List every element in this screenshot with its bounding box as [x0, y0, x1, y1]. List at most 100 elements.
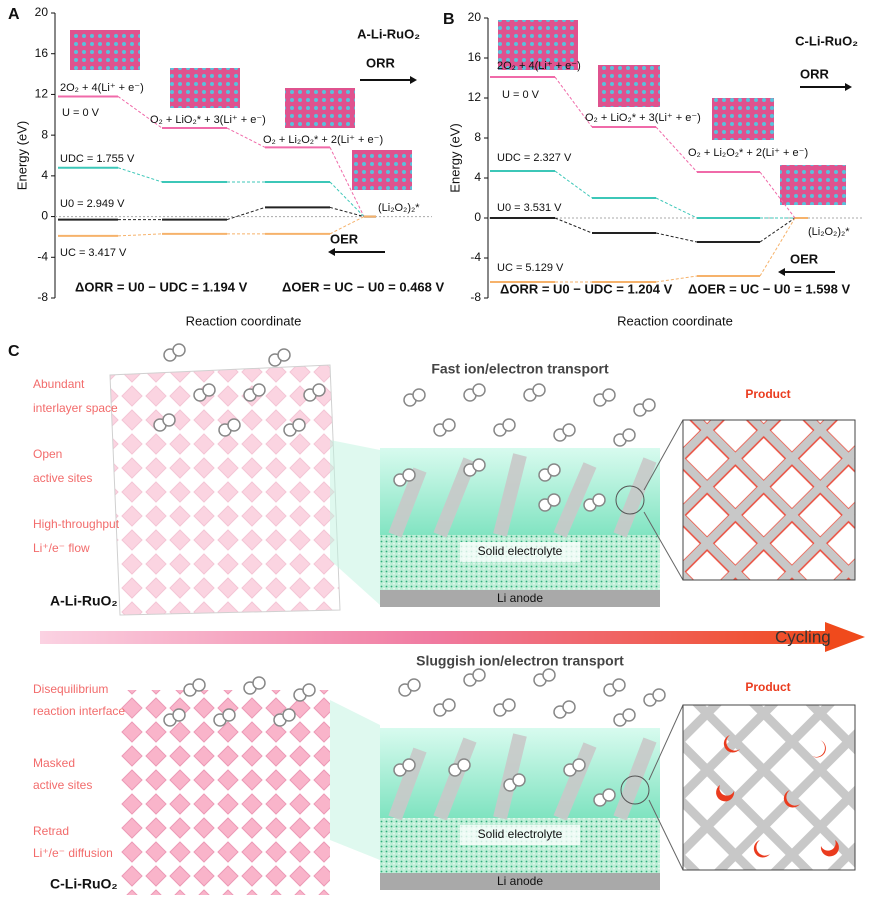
level-connector: [554, 76, 593, 128]
bubble: [412, 388, 426, 402]
annotation: UDC = 1.755 V: [60, 153, 135, 165]
annotation: UC = 5.129 V: [497, 262, 564, 274]
bubble: [202, 383, 216, 397]
level-connector: [655, 197, 698, 219]
bubble: [402, 468, 416, 482]
annotation: U0 = 2.949 V: [60, 198, 125, 210]
y-tick-label: -8: [37, 290, 48, 304]
electrolyte-label-bg: [460, 542, 580, 562]
level-connector: [655, 275, 698, 283]
oxygen-bubbles: [153, 343, 666, 807]
y-tick-label: -4: [37, 249, 48, 263]
annotation: OER: [790, 251, 819, 266]
level-connector: [759, 217, 796, 243]
level-connector: [554, 170, 593, 199]
bubble: [622, 428, 636, 442]
annotation: O₂ + Li₂O₂* + 2(Li⁺ + e⁻): [688, 147, 808, 159]
note: Abundant: [33, 377, 85, 391]
bubble: [472, 458, 486, 472]
bubble: [532, 383, 546, 397]
y-tick-label: 16: [468, 50, 482, 64]
note: Retrad: [33, 824, 69, 838]
panel-label: C: [8, 343, 20, 360]
material-label: C-Li-RuO₂: [50, 876, 118, 892]
annotation: ORR: [366, 55, 396, 70]
level-connector: [329, 181, 365, 217]
y-tick-label: 16: [35, 46, 49, 60]
level-connector: [226, 206, 266, 221]
y-tick-label: 8: [474, 130, 481, 144]
bubble: [302, 683, 316, 697]
bubble: [572, 758, 586, 772]
y-tick-label: 0: [474, 210, 481, 224]
bubble: [442, 418, 456, 432]
y-tick-label: 4: [41, 168, 48, 182]
level-connector: [117, 167, 163, 183]
annotation: 2O₂ + 4(Li⁺ + e⁻): [497, 60, 581, 72]
arrow-head: [328, 248, 335, 256]
y-tick-label: 20: [468, 10, 482, 24]
bubble: [547, 493, 561, 507]
annotation: ΔORR = U0 − UDC = 1.194 V: [75, 279, 248, 294]
bubble: [282, 708, 296, 722]
bubble: [512, 773, 526, 787]
annotation: OER: [330, 231, 359, 246]
bubble: [172, 343, 186, 357]
bubble: [402, 758, 416, 772]
y-axis-label: Energy (eV): [447, 123, 462, 192]
section-heading: Fast ion/electron transport: [431, 361, 609, 377]
note: interlayer space: [33, 401, 118, 415]
bubble: [192, 678, 206, 692]
annotation: (Li₂O₂)₂*: [378, 202, 420, 214]
y-tick-label: -4: [470, 250, 481, 264]
bubble: [227, 418, 241, 432]
note: Disequilibrium: [33, 682, 108, 696]
bubble: [457, 758, 471, 772]
bubble: [652, 688, 666, 702]
level-connector: [329, 147, 365, 217]
bubble: [472, 668, 486, 682]
level-connector: [655, 126, 698, 173]
bubble: [277, 348, 291, 362]
level-connector: [117, 96, 163, 129]
y-tick-label: 0: [41, 209, 48, 223]
y-axis-label: Energy (eV): [14, 121, 29, 190]
structure-images: [70, 20, 846, 205]
bubble: [602, 388, 616, 402]
note: reaction interface: [33, 704, 125, 718]
bubble: [252, 383, 266, 397]
panel-label: A: [8, 6, 20, 23]
bubble: [542, 668, 556, 682]
product-label: Product: [745, 387, 790, 401]
y-tick-label: 12: [35, 87, 49, 101]
annotation: O₂ + LiO₂* + 3(Li⁺ + e⁻): [585, 112, 701, 124]
bubble: [502, 698, 516, 712]
y-tick-label: 4: [474, 170, 481, 184]
level-connector: [554, 217, 593, 234]
y-tick-label: 20: [35, 5, 49, 19]
bubble: [312, 383, 326, 397]
bubble: [472, 383, 486, 397]
note: High-throughput: [33, 517, 120, 531]
annotation: ΔOER = UC − U0 = 0.468 V: [282, 279, 444, 294]
bubble: [442, 698, 456, 712]
bubble: [172, 708, 186, 722]
annotation: ΔORR = U0 − UDC = 1.204 V: [500, 281, 673, 296]
annotation: O₂ + LiO₂* + 3(Li⁺ + e⁻): [150, 114, 266, 126]
bubble: [407, 678, 421, 692]
product-label: Product: [745, 680, 790, 694]
bubble: [562, 423, 576, 437]
note: active sites: [33, 471, 92, 485]
level-connector: [117, 233, 163, 237]
note: Li⁺/e⁻ diffusion: [33, 846, 113, 860]
note: Open: [33, 447, 62, 461]
bubble: [612, 678, 626, 692]
y-tick-label: 8: [41, 127, 48, 141]
cycling-label: Cycling: [775, 627, 831, 646]
bubble: [547, 463, 561, 477]
section-heading: Sluggish ion/electron transport: [416, 653, 624, 669]
level-connector: [655, 232, 698, 243]
annotation: U = 0 V: [62, 107, 100, 119]
arrow-head: [845, 83, 852, 91]
panel-title: A-Li-RuO₂: [357, 26, 420, 41]
